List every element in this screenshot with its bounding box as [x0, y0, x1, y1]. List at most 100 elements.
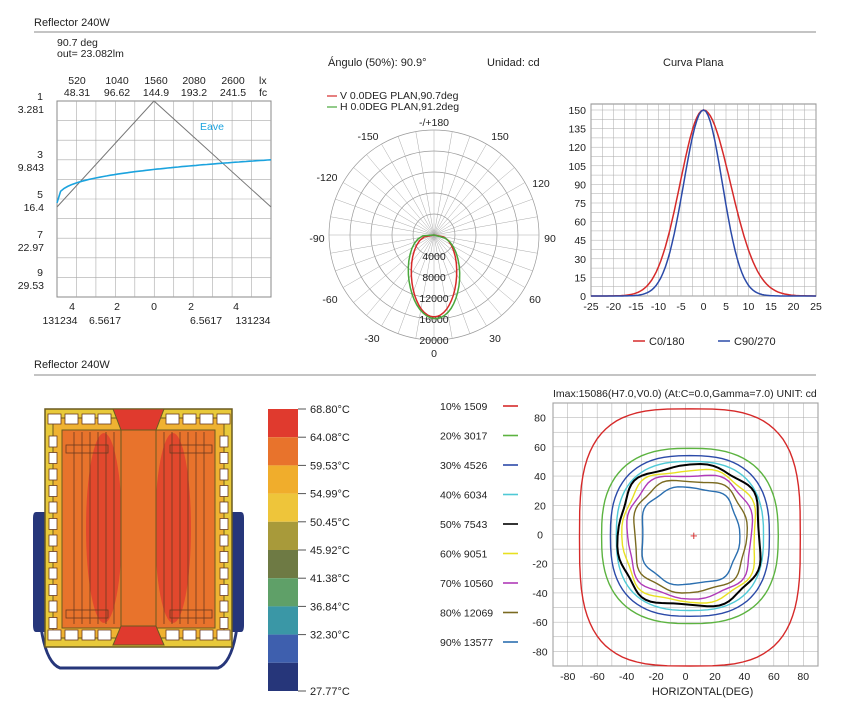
isolux-contour [616, 462, 762, 608]
isolux-legend-label: 20% 3017 [440, 431, 487, 443]
polar-angle-label: -120 [316, 172, 337, 184]
cone-grid [56, 100, 272, 298]
isolux-x-tick-labels: -80 -60 -40 -20 0 20 40 60 80 [560, 671, 809, 683]
polar-spoke [353, 167, 435, 236]
polar-spoke [330, 216, 435, 236]
cone-height-label: 7 [37, 229, 43, 241]
fin-bar [169, 609, 213, 619]
eave-label: Eave [200, 121, 224, 133]
isolux-x-tick: 40 [739, 671, 751, 683]
cone-lx-row: 520 1040 1560 2080 2600 lx [68, 75, 267, 87]
polar-spoke [433, 136, 471, 236]
polar-spoke [433, 131, 453, 236]
section-title-top: Reflector 240W [34, 17, 110, 29]
vent-hole [97, 629, 112, 641]
hot-zone-right [155, 433, 191, 623]
cone-width-value: 131234 [235, 315, 270, 327]
vent-hole [47, 629, 62, 641]
polar-spoke [366, 234, 435, 316]
flat-y-tick: 30 [574, 254, 586, 266]
fc-tick-label: 193.2 [181, 87, 207, 99]
polar-angle-label: 120 [532, 178, 550, 190]
vent-hole [219, 468, 229, 481]
vent-hole [64, 413, 79, 425]
polar-angle-label: 150 [491, 131, 509, 143]
isolux-legend-label: 70% 10560 [440, 578, 493, 590]
polar-angle-label: -/+180 [419, 117, 449, 129]
isolux-x-tick: 80 [797, 671, 809, 683]
polar-spoke [397, 136, 435, 236]
polar-curve-v [410, 234, 458, 318]
flat-y-tick: 45 [574, 235, 586, 247]
scale-swatch [268, 493, 298, 522]
thermal-scale: 68.80°C 64.08°C 59.53°C 54.99°C 50.45°C 45.92… [268, 404, 350, 698]
flat-x-tick: -5 [676, 301, 685, 313]
scale-label: 64.08°C [310, 432, 350, 444]
cone-height-label: 9 [37, 267, 43, 279]
polar-angle-label: -90 [309, 233, 324, 245]
vent-hole [48, 584, 58, 596]
left-bracket [33, 512, 45, 632]
cone-width-value: 131234 [42, 315, 77, 327]
vent-hole [48, 501, 58, 514]
polar-spoke [433, 154, 502, 236]
scale-swatch [268, 437, 298, 466]
isolux-y-tick: -40 [532, 588, 547, 600]
isolux-x-tick: -40 [619, 671, 634, 683]
scale-label: 59.53°C [310, 460, 350, 472]
fin-bar [65, 444, 109, 454]
isolux-x-tick: -80 [560, 671, 575, 683]
polar-spoke [433, 234, 453, 339]
isolux-y-tick: -80 [532, 646, 547, 658]
vent-hole [216, 413, 231, 425]
lx-tick-label: 520 [68, 75, 86, 87]
vent-hole [48, 452, 58, 464]
polar-radial-label: 4000 [422, 251, 446, 263]
isolux-legend: 10% 1509 20% 3017 30% 4526 40% 6034 50% 7543… [440, 401, 518, 649]
isolux-x-label: HORIZONTAL(DEG) [652, 686, 753, 698]
polar-spoke [433, 182, 526, 236]
fc-tick-label: 144.9 [143, 87, 169, 99]
isolux-legend-label: 40% 6034 [440, 490, 487, 502]
vent-hole [47, 413, 62, 425]
flat-x-tick: -25 [583, 301, 598, 313]
cone-height-label: 3 [37, 149, 43, 161]
cone-outline [56, 100, 272, 208]
polar-spoke [433, 198, 533, 236]
flat-x-tick: 20 [788, 301, 800, 313]
vent-hole [219, 518, 229, 530]
cone-left-labels: 13.281 39.843 516.4 722.97 929.53 [18, 91, 44, 292]
flat-y-tick: 15 [574, 272, 586, 284]
vent-hole [64, 629, 79, 641]
lx-tick-label: 2600 [221, 75, 245, 87]
polar-spoke [433, 234, 538, 254]
cone-height-value: 16.4 [24, 202, 45, 214]
vent-holes [47, 413, 231, 641]
polar-grid [328, 129, 540, 341]
flat-legend-c90: C90/270 [734, 336, 776, 348]
polar-legend-h: H 0.0DEG PLAN,91.2deg [340, 101, 459, 113]
polar-spoke [433, 234, 471, 334]
vent-hole [199, 629, 214, 641]
cone-width-value: 6.5617 [89, 315, 121, 327]
vent-hole [219, 534, 229, 547]
vent-hole [81, 629, 96, 641]
polar-angle-label: -150 [357, 131, 378, 143]
cone-height-value: 29.53 [18, 280, 44, 292]
flat-y-tick: 105 [568, 161, 586, 173]
vent-hole [97, 413, 112, 425]
isolux-contours [578, 408, 802, 667]
vent-hole [48, 534, 58, 547]
cooling-fins [65, 432, 213, 624]
flat-y-tick: 60 [574, 217, 586, 229]
isolux-legend-label: 60% 9051 [440, 549, 487, 561]
scale-label: 27.77°C [310, 686, 350, 698]
scale-label: 50.45°C [310, 517, 350, 529]
scale-swatch [268, 550, 298, 579]
polar-angle-label: -30 [364, 333, 379, 345]
fc-tick-label: fc [259, 87, 267, 99]
flat-y-tick: 0 [580, 291, 586, 303]
bottom-trapezoid [112, 625, 165, 646]
